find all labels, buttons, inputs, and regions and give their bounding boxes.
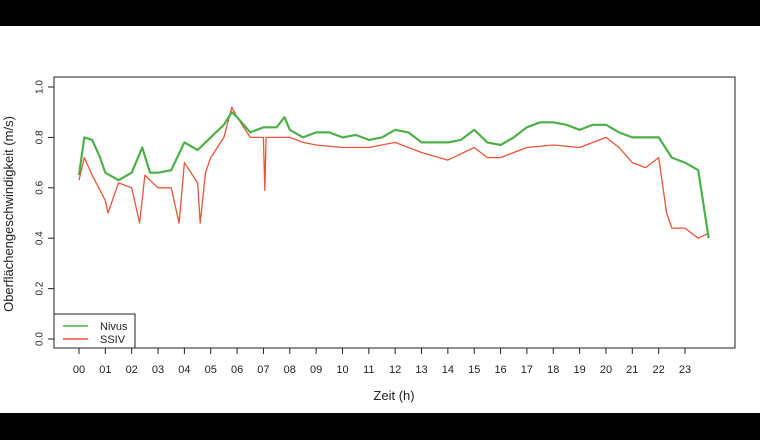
line-chart: 0.0 0.2 0.4 0.6 0.8 1.0 00 01 02 03 04 05 06 07 08 09 1… <box>1 76 736 403</box>
x-tick-label: 12 <box>389 364 401 376</box>
x-tick-label: 01 <box>99 364 111 376</box>
y-tick-label: 0.8 <box>35 130 46 144</box>
legend-label-nivus: Nivus <box>100 321 128 333</box>
y-tick-label: 0.2 <box>35 281 46 295</box>
x-tick-label: 18 <box>547 364 559 376</box>
x-tick-label: 21 <box>626 364 638 376</box>
plot-frame <box>53 76 736 349</box>
chart-canvas: 0.0 0.2 0.4 0.6 0.8 1.0 00 01 02 03 04 05 06 07 08 09 1… <box>0 26 760 413</box>
x-tick-label: 19 <box>573 364 585 376</box>
series-lines <box>77 106 710 239</box>
x-tick-label: 13 <box>415 364 427 376</box>
x-tick-label: 10 <box>336 364 348 376</box>
x-tick-label: 02 <box>126 364 138 376</box>
x-tick-label: 06 <box>231 364 243 376</box>
x-axis: 00 01 02 03 04 05 06 07 08 09 10 11 12 13 14 15 16 17 18 19… <box>73 348 691 376</box>
y-tick-label: 0.0 <box>35 332 46 346</box>
y-tick-label: 0.6 <box>35 180 46 194</box>
y-tick-label: 1.0 <box>35 80 46 94</box>
x-tick-label: 11 <box>363 364 374 376</box>
x-tick-label: 00 <box>73 364 85 376</box>
x-tick-label: 08 <box>284 364 296 376</box>
x-tick-label: 23 <box>679 364 691 376</box>
x-tick-label: 15 <box>468 364 480 376</box>
y-axis-label: Oberflächengeschwindigkeit (m/s) <box>1 116 16 312</box>
legend: Nivus SSIV <box>53 313 136 349</box>
x-tick-label: 22 <box>653 364 665 376</box>
x-tick-label: 09 <box>310 364 322 376</box>
y-axis: 0.0 0.2 0.4 0.6 0.8 1.0 <box>35 80 55 346</box>
legend-box <box>53 313 136 349</box>
series-line-nivus <box>77 111 710 239</box>
x-axis-label: Zeit (h) <box>373 388 414 403</box>
series-line-ssiv <box>78 106 709 239</box>
x-tick-label: 20 <box>600 364 612 376</box>
x-tick-label: 16 <box>494 364 506 376</box>
x-tick-label: 04 <box>178 364 190 376</box>
legend-label-ssiv: SSIV <box>100 334 126 346</box>
x-tick-label: 14 <box>442 364 454 376</box>
x-tick-label: 07 <box>257 364 269 376</box>
y-tick-label: 0.4 <box>35 231 46 245</box>
x-tick-label: 17 <box>521 364 533 376</box>
x-tick-label: 05 <box>205 364 217 376</box>
x-tick-label: 03 <box>152 364 164 376</box>
